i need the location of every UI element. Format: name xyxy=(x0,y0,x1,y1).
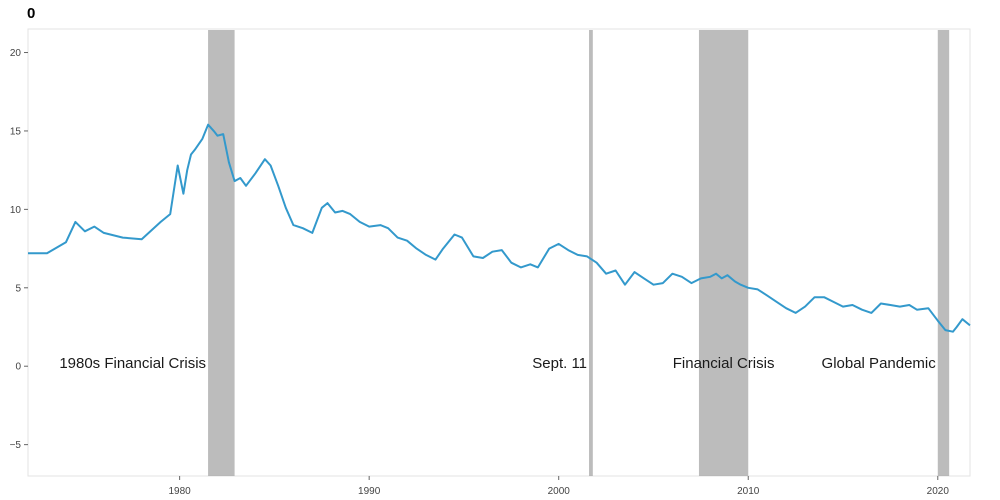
band-label-2: Financial Crisis xyxy=(673,355,775,372)
shaded-band-1 xyxy=(589,30,593,476)
y-tick-label-4: 15 xyxy=(10,126,22,137)
series-layer xyxy=(28,123,971,333)
x-tick-label-1: 1990 xyxy=(358,486,381,497)
x-tick-label-4: 2020 xyxy=(927,486,950,497)
x-tick-label-3: 2010 xyxy=(737,486,760,497)
y-tick-label-5: 20 xyxy=(10,48,22,59)
axes: −5 0 5 10 15 20 1980 1990 2000 2010 2020 xyxy=(10,48,950,497)
annotations: 1980s Financial Crisis Sept. 11 Financial … xyxy=(59,355,936,372)
band-label-1: Sept. 11 xyxy=(532,355,587,372)
series-line-0 xyxy=(28,123,971,333)
band-label-0: 1980s Financial Crisis xyxy=(59,355,206,372)
chart-title: 0 xyxy=(27,5,36,22)
y-tick-label-0: −5 xyxy=(10,440,22,451)
shaded-band-0 xyxy=(208,30,235,476)
y-tick-label-2: 5 xyxy=(15,283,21,294)
x-tick-label-0: 1980 xyxy=(169,486,192,497)
shaded-band-3 xyxy=(937,30,950,476)
plot-area xyxy=(27,28,971,477)
shaded-periods xyxy=(208,30,950,476)
band-label-3: Global Pandemic xyxy=(822,355,937,372)
x-tick-label-2: 2000 xyxy=(548,486,571,497)
y-tick-label-3: 10 xyxy=(10,205,22,216)
shaded-band-2 xyxy=(698,30,749,476)
y-tick-label-1: 0 xyxy=(15,362,21,373)
